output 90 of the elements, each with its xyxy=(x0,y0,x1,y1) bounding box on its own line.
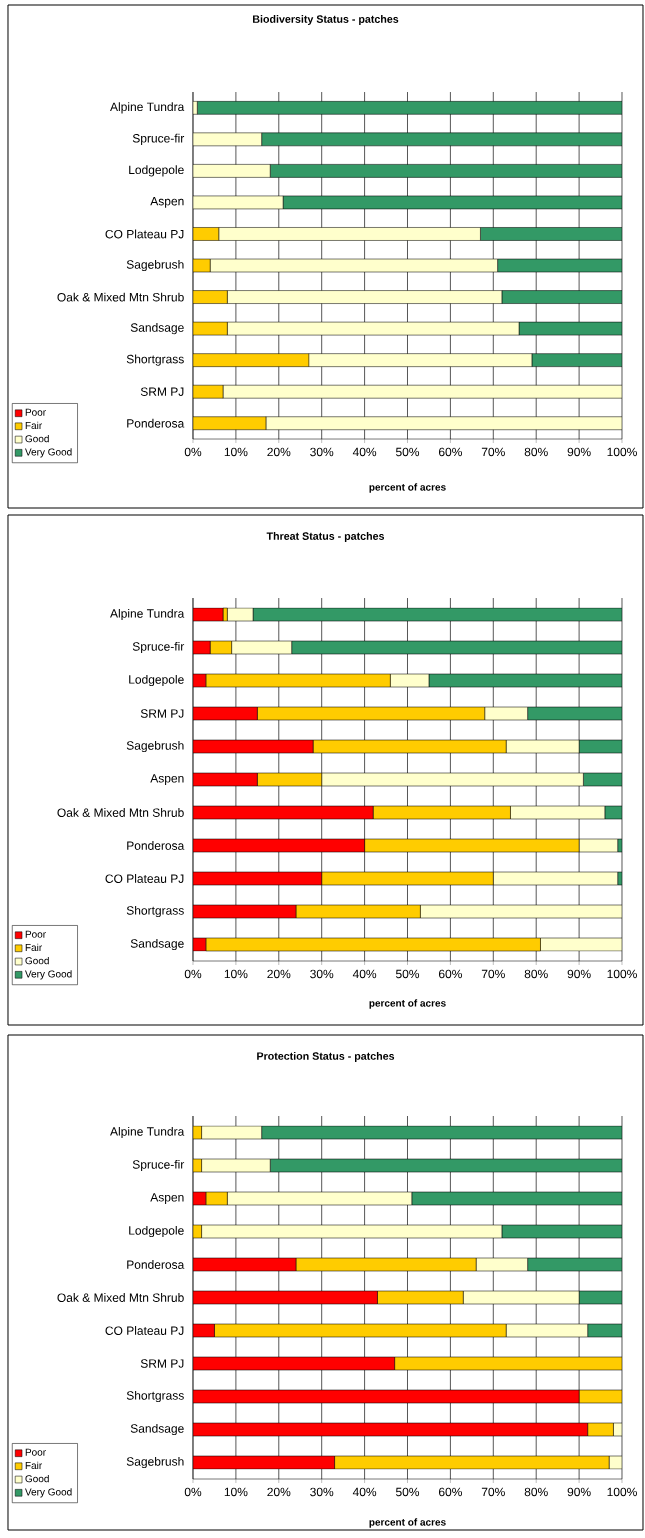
legend-label: Good xyxy=(25,956,49,965)
x-tick-label: 90% xyxy=(567,447,591,457)
x-tick-label: 40% xyxy=(352,447,377,457)
x-tick-label: 30% xyxy=(310,1487,334,1497)
x-tick-label: 80% xyxy=(524,1487,548,1497)
x-tick-label: 90% xyxy=(567,969,591,979)
x-tick-label: 80% xyxy=(524,447,548,457)
x-tick-label: 50% xyxy=(395,969,420,979)
legend-label: Fair xyxy=(25,943,43,952)
y-tick-label: Spruce-fir xyxy=(132,1159,185,1172)
x-tick-label: 70% xyxy=(481,447,505,457)
x-tick-label: 10% xyxy=(224,1487,248,1497)
x-tick-label: 60% xyxy=(438,447,462,457)
chart-title: Protection Status - patches xyxy=(257,1052,395,1062)
y-tick-label: Lodgepole xyxy=(129,165,184,177)
chart-title: Threat Status - patches xyxy=(266,532,385,542)
bar xyxy=(261,132,622,147)
x-tick-label: 80% xyxy=(524,969,548,979)
y-tick-label: Oak & Mixed Mtn Shrub xyxy=(57,808,184,817)
y-tick-label: SRM PJ xyxy=(140,709,184,718)
legend-label: Very Good xyxy=(25,970,72,980)
y-tick-label: Aspen xyxy=(150,1193,184,1204)
y-tick-label: Sandsage xyxy=(130,938,184,951)
x-tick-label: 40% xyxy=(352,969,377,979)
bar xyxy=(269,164,622,178)
x-tick-label: 50% xyxy=(395,1487,420,1497)
x-tick-label: 40% xyxy=(352,1487,377,1497)
y-tick-label: Alpine Tundra xyxy=(110,1126,185,1139)
y-tick-label: Aspen xyxy=(150,197,184,208)
legend-label: Good xyxy=(25,434,49,443)
y-tick-label: CO Plateau PJ xyxy=(105,229,184,239)
x-tick-label: 20% xyxy=(267,447,291,457)
y-tick-label: Alpine Tundra xyxy=(110,608,185,621)
x-tick-label: 30% xyxy=(310,447,334,457)
y-tick-label: CO Plateau PJ xyxy=(105,1326,184,1335)
x-tick-label: 100% xyxy=(607,447,637,457)
bar xyxy=(197,101,622,115)
x-tick-label: 70% xyxy=(481,1487,505,1497)
legend-label: Poor xyxy=(25,1448,46,1456)
y-tick-label: Sagebrush xyxy=(126,1456,184,1469)
y-tick-label: SRM PJ xyxy=(140,387,184,396)
legend-label: Fair xyxy=(25,1461,43,1470)
y-tick-label: Ponderosa xyxy=(127,418,185,428)
y-tick-label: Shortgrass xyxy=(126,354,184,366)
y-tick-label: Sandsage xyxy=(130,323,184,335)
x-tick-label: 70% xyxy=(481,969,505,979)
y-tick-label: Sandsage xyxy=(130,1423,184,1436)
legend-label: Good xyxy=(25,1474,49,1483)
y-tick-label: Spruce-fir xyxy=(132,133,185,145)
legend-label: Poor xyxy=(25,930,46,938)
bar xyxy=(531,353,622,367)
bar xyxy=(480,227,622,241)
y-tick-label: SRM PJ xyxy=(140,1359,184,1368)
y-tick-label: Sagebrush xyxy=(126,740,184,753)
y-tick-label: Ponderosa xyxy=(127,841,185,850)
y-tick-label: Oak & Mixed Mtn Shrub xyxy=(57,292,184,302)
legend-label: Very Good xyxy=(25,1488,72,1498)
x-tick-label: 100% xyxy=(607,969,637,979)
y-tick-label: Lodgepole xyxy=(129,674,184,687)
y-tick-label: CO Plateau PJ xyxy=(105,874,184,883)
x-tick-label: 30% xyxy=(310,969,334,979)
legend-label: Poor xyxy=(25,408,46,416)
x-tick-label: 10% xyxy=(224,969,248,979)
x-axis-title: percent of acres xyxy=(369,999,446,1009)
x-tick-label: 90% xyxy=(567,1487,591,1497)
x-axis-title: percent of acres xyxy=(369,483,446,493)
x-tick-label: 50% xyxy=(395,447,420,457)
x-tick-label: 0% xyxy=(184,447,202,457)
x-tick-label: 60% xyxy=(438,1487,462,1497)
x-tick-label: 100% xyxy=(607,1487,637,1497)
bar xyxy=(501,290,622,304)
y-tick-label: Ponderosa xyxy=(127,1260,185,1269)
x-tick-label: 20% xyxy=(267,1487,291,1497)
x-tick-label: 10% xyxy=(224,447,248,457)
x-axis-title: percent of acres xyxy=(369,1518,446,1528)
y-tick-label: Alpine Tundra xyxy=(110,102,185,114)
x-tick-label: 0% xyxy=(184,1487,202,1497)
x-tick-label: 0% xyxy=(184,969,202,979)
x-tick-label: 60% xyxy=(438,969,462,979)
y-tick-label: Sagebrush xyxy=(126,259,184,272)
y-tick-label: Shortgrass xyxy=(126,1390,184,1403)
chart-title: Biodiversity Status - patches xyxy=(253,15,399,25)
y-tick-label: Spruce-fir xyxy=(132,641,185,654)
y-tick-label: Aspen xyxy=(150,774,184,785)
x-tick-label: 20% xyxy=(267,969,291,979)
legend-label: Very Good xyxy=(25,448,72,458)
y-tick-label: Lodgepole xyxy=(129,1225,184,1238)
y-tick-label: Shortgrass xyxy=(126,905,184,918)
y-tick-label: Oak & Mixed Mtn Shrub xyxy=(57,1293,184,1302)
legend-label: Fair xyxy=(25,421,43,430)
